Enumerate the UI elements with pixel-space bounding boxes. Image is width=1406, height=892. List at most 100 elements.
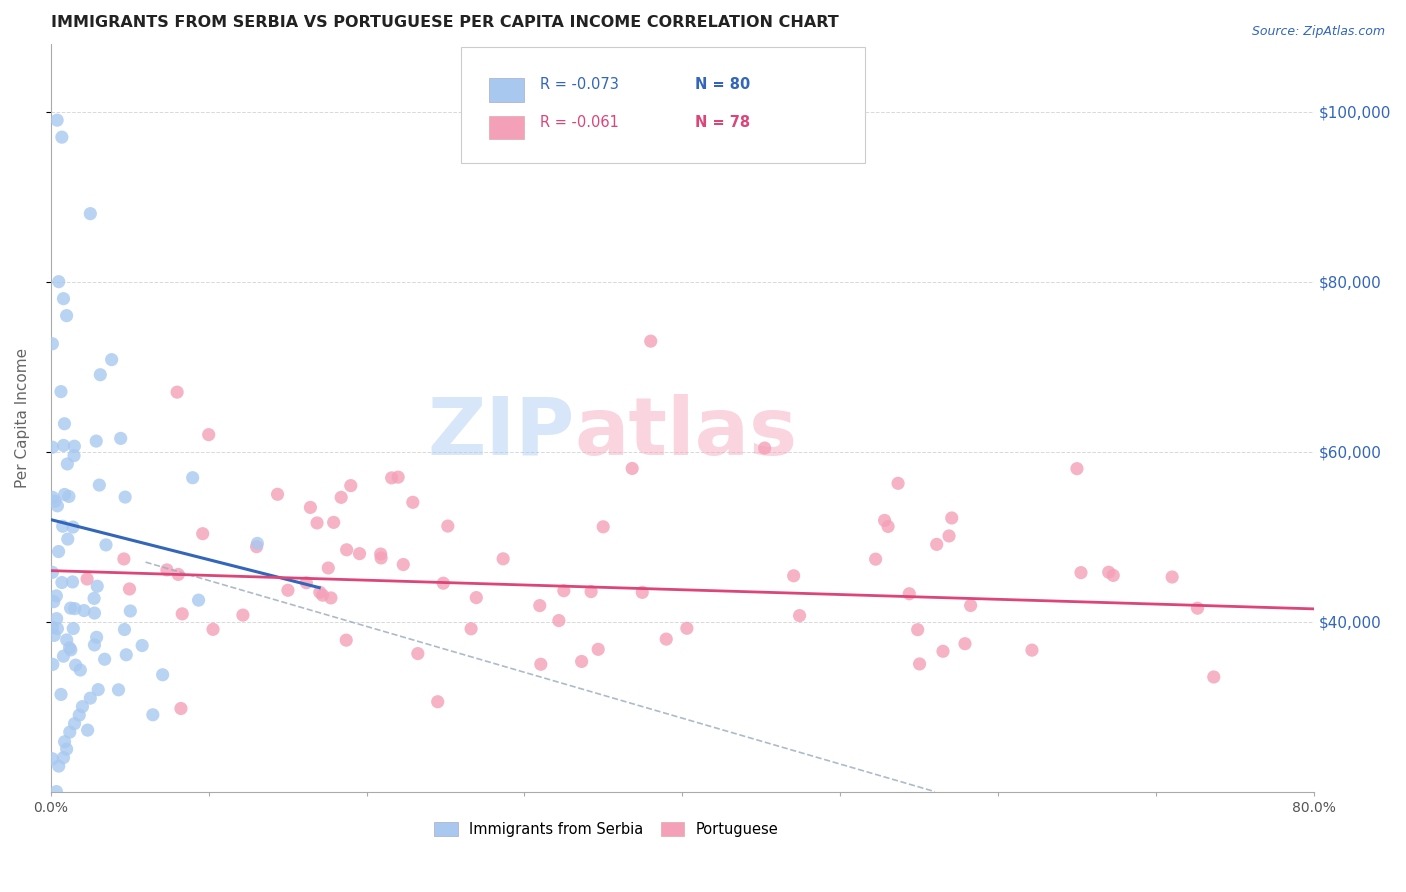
Point	[49, 384, 72, 399]
Point	[51, 130, 73, 145]
Point	[84, 434, 107, 449]
Text: IMMIGRANTS FROM SERBIA VS PORTUGUESE PER CAPITA INCOME CORRELATION CHART: IMMIGRANTS FROM SERBIA VS PORTUGUESE PER…	[51, 15, 838, 30]
Point	[53, 417, 76, 431]
Point	[907, 623, 929, 637]
Point	[1070, 566, 1092, 580]
Point	[202, 623, 225, 637]
Point	[52, 750, 75, 764]
Point	[83, 606, 105, 620]
Point	[432, 576, 454, 591]
Text: Source: ZipAtlas.com: Source: ZipAtlas.com	[1251, 25, 1385, 38]
Point	[59, 725, 82, 739]
Point	[44, 494, 66, 508]
Point	[86, 630, 108, 644]
Point	[437, 519, 460, 533]
Point	[553, 583, 575, 598]
Point	[52, 438, 75, 452]
Point	[56, 532, 79, 546]
Point	[492, 551, 515, 566]
Point	[406, 647, 429, 661]
Point	[181, 471, 204, 485]
Point	[107, 682, 129, 697]
Point	[73, 604, 96, 618]
Point	[529, 599, 551, 613]
Point	[59, 601, 82, 615]
Point	[65, 658, 87, 673]
Point	[197, 427, 219, 442]
Point	[370, 547, 392, 561]
Point	[547, 614, 569, 628]
Point	[46, 622, 69, 636]
Point	[349, 547, 371, 561]
Point	[335, 633, 357, 648]
Point	[142, 707, 165, 722]
Point	[789, 608, 811, 623]
Point	[959, 599, 981, 613]
Point	[114, 490, 136, 504]
Text: atlas: atlas	[575, 393, 799, 472]
Point	[44, 628, 66, 642]
FancyBboxPatch shape	[461, 47, 866, 163]
Point	[58, 640, 80, 655]
Point	[86, 579, 108, 593]
Text: R = -0.061: R = -0.061	[540, 115, 619, 129]
Point	[58, 490, 80, 504]
Point	[46, 113, 69, 128]
Point	[45, 784, 67, 798]
Point	[655, 632, 678, 646]
Point	[79, 207, 101, 221]
Legend: Immigrants from Serbia, Portuguese: Immigrants from Serbia, Portuguese	[434, 822, 779, 837]
Point	[93, 652, 115, 666]
Point	[308, 585, 330, 599]
Point	[277, 583, 299, 598]
Bar	[489, 78, 524, 102]
Point	[530, 657, 553, 672]
Point	[370, 551, 392, 566]
Point	[112, 552, 135, 566]
Point	[48, 275, 70, 289]
Point	[621, 461, 644, 475]
Point	[877, 519, 900, 533]
Point	[41, 752, 63, 766]
Point	[152, 667, 174, 681]
Point	[640, 334, 662, 348]
Point	[55, 632, 77, 647]
Point	[339, 478, 361, 492]
Text: ZIP: ZIP	[427, 393, 575, 472]
Point	[754, 441, 776, 455]
Point	[63, 601, 86, 615]
Text: N = 80: N = 80	[695, 78, 751, 92]
Point	[118, 582, 141, 596]
Point	[953, 637, 976, 651]
Point	[460, 622, 482, 636]
Point	[387, 470, 409, 484]
Point	[1187, 601, 1209, 615]
Point	[938, 529, 960, 543]
Point	[782, 568, 804, 582]
Point	[67, 708, 90, 723]
Point	[42, 595, 65, 609]
Point	[1098, 566, 1121, 580]
Point	[62, 520, 84, 534]
Point	[311, 588, 333, 602]
Point	[166, 385, 188, 400]
Point	[187, 593, 209, 607]
Point	[426, 695, 449, 709]
Point	[592, 520, 614, 534]
Point	[232, 608, 254, 623]
Point	[295, 575, 318, 590]
Point	[191, 526, 214, 541]
Point	[79, 691, 101, 706]
Bar	[489, 116, 524, 139]
Point	[52, 519, 75, 533]
Point	[465, 591, 488, 605]
Point	[83, 591, 105, 606]
Point	[865, 552, 887, 566]
Point	[56, 457, 79, 471]
Text: R = -0.073: R = -0.073	[540, 78, 619, 92]
Text: N = 78: N = 78	[695, 115, 749, 129]
Point	[55, 309, 77, 323]
Point	[89, 368, 111, 382]
Point	[94, 538, 117, 552]
Point	[45, 589, 67, 603]
